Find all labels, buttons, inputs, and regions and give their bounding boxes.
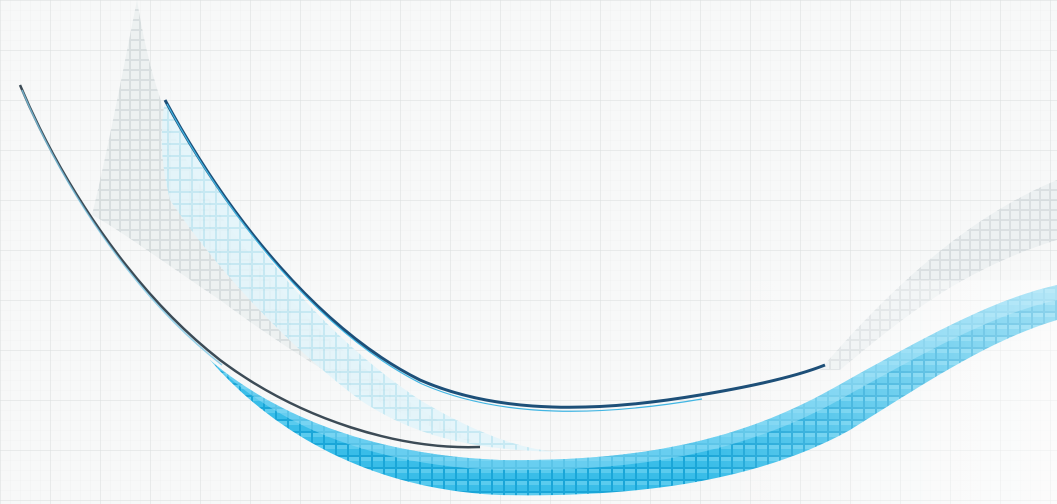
dark-curve (18, 84, 481, 449)
blue-curve (163, 99, 826, 409)
light-ribbon (161, 100, 560, 452)
dark-curve-glint (21, 89, 223, 366)
ribbon-fade (700, 280, 1057, 504)
grey-swoosh (92, 0, 480, 445)
blue-curve-glint (166, 103, 703, 412)
